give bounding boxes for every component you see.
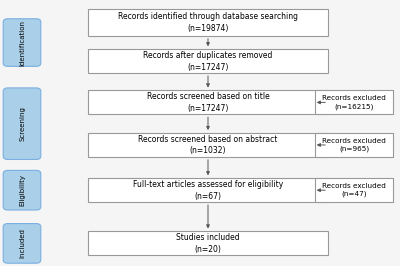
Text: Studies included
(n=20): Studies included (n=20) — [176, 233, 240, 254]
Text: Identification: Identification — [19, 20, 25, 65]
FancyBboxPatch shape — [88, 90, 328, 114]
Text: Records screened based on title
(n=17247): Records screened based on title (n=17247… — [147, 92, 269, 113]
FancyBboxPatch shape — [3, 171, 41, 210]
FancyBboxPatch shape — [3, 88, 41, 160]
Text: Records after duplicates removed
(n=17247): Records after duplicates removed (n=1724… — [143, 51, 273, 72]
FancyBboxPatch shape — [315, 178, 393, 202]
Text: Records excluded
(n=16215): Records excluded (n=16215) — [322, 95, 386, 110]
FancyBboxPatch shape — [88, 231, 328, 255]
Text: Records excluded
(n=965): Records excluded (n=965) — [322, 138, 386, 152]
Text: Eligibility: Eligibility — [19, 174, 25, 206]
Text: Included: Included — [19, 228, 25, 258]
Text: Records identified through database searching
(n=19874): Records identified through database sear… — [118, 12, 298, 33]
Text: Records screened based on abstract
(n=1032): Records screened based on abstract (n=10… — [138, 135, 278, 155]
FancyBboxPatch shape — [88, 49, 328, 73]
FancyBboxPatch shape — [88, 9, 328, 36]
Text: Records excluded
(n=47): Records excluded (n=47) — [322, 183, 386, 197]
FancyBboxPatch shape — [3, 19, 41, 66]
FancyBboxPatch shape — [88, 178, 328, 202]
FancyBboxPatch shape — [315, 133, 393, 157]
Text: Screening: Screening — [19, 106, 25, 141]
FancyBboxPatch shape — [3, 223, 41, 263]
FancyBboxPatch shape — [88, 133, 328, 157]
FancyBboxPatch shape — [315, 90, 393, 114]
Text: Full-text articles assessed for eligibility
(n=67): Full-text articles assessed for eligibil… — [133, 180, 283, 201]
